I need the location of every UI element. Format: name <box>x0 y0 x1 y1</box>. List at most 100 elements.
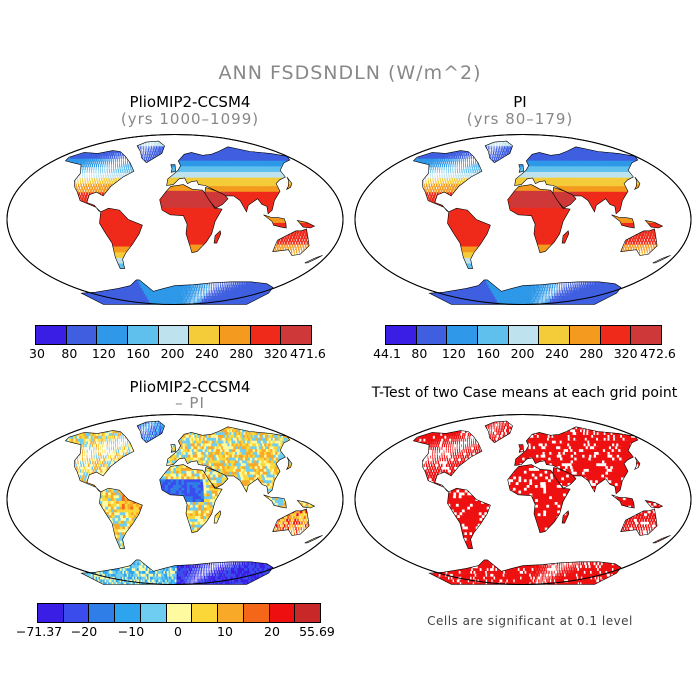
colorbar-tick-label: 20 <box>264 624 280 639</box>
colorbar-swatch <box>600 326 632 344</box>
coastline-arabia <box>552 186 577 209</box>
significance-note: Cells are significant at 0.1 level <box>427 614 633 628</box>
colorbar-tick-label: 320 <box>613 346 638 361</box>
coastline-greenland <box>484 140 513 164</box>
coastline-madagascar <box>561 510 570 524</box>
colorbar-swatch <box>281 326 312 344</box>
coastline-africa <box>507 184 571 253</box>
colorbar-plio <box>35 325 312 345</box>
colorbar-tick-label: 471.6 <box>290 346 326 361</box>
colorbar-swatch <box>386 326 417 344</box>
coastline-japan <box>634 176 641 190</box>
colorbar-swatch <box>295 604 321 622</box>
colorbar-diff <box>37 603 321 623</box>
coastline-newZealand <box>652 255 671 264</box>
coastline-newGuinea <box>644 499 664 509</box>
panel-subtitle-diff: – PI <box>175 394 205 412</box>
coastline-britain <box>518 164 525 173</box>
colorbar-swatch <box>140 604 167 622</box>
map-ocean <box>354 134 692 305</box>
colorbar-tick-label: 280 <box>229 346 254 361</box>
colorbar-swatch <box>570 326 601 344</box>
coastline-northAmerica <box>64 150 135 213</box>
colorbar-swatch <box>158 326 190 344</box>
colorbar-tick-label: 30 <box>29 346 45 361</box>
colorbar-swatch <box>66 326 98 344</box>
coastline-japan <box>286 456 293 470</box>
coastline-australia <box>620 508 658 536</box>
colorbar-swatch <box>416 326 448 344</box>
colorbar-tick-label: 200 <box>160 346 185 361</box>
colorbar-swatch <box>218 604 244 622</box>
coastline-eurasia <box>514 146 639 215</box>
colorbar-swatch <box>250 326 282 344</box>
coastline-britain <box>170 164 177 173</box>
colorbar-tick-label: 44.1 <box>373 346 401 361</box>
colorbar-swatch <box>38 604 64 622</box>
coastline-newZealand <box>304 255 323 264</box>
coastline-eurasia <box>514 426 639 495</box>
map-difference <box>6 414 344 585</box>
coastline-arabia <box>204 466 229 489</box>
colorbar-tick-label: −71.37 <box>15 624 63 639</box>
coastline-africa <box>159 184 223 253</box>
coastline-australia <box>272 508 310 536</box>
coastline-madagascar <box>213 230 222 244</box>
coastline-greenland <box>136 140 165 164</box>
panel-subtitle-pi-years: (yrs 80–179) <box>466 110 574 128</box>
coastline-southAmerica <box>447 207 491 269</box>
map-ocean <box>354 414 692 585</box>
colorbar-swatch <box>478 326 509 344</box>
colorbar-tick-label: 10 <box>217 624 233 639</box>
colorbar-tick-label: 120 <box>91 346 116 361</box>
coastline-africa <box>507 464 571 533</box>
coastline-indonesia <box>263 494 287 509</box>
coastline-indonesia <box>263 214 287 229</box>
coastline-britain <box>518 444 525 453</box>
colorbar-swatch <box>115 604 141 622</box>
coastline-arabia <box>552 466 577 489</box>
colorbar-tick-label: 120 <box>441 346 466 361</box>
colorbar-swatch <box>36 326 67 344</box>
panel-title-pi: PI <box>513 93 527 111</box>
colorbar-swatch <box>128 326 159 344</box>
coastline-newGuinea <box>296 499 316 509</box>
coastline-australia <box>620 228 658 256</box>
colorbar-tick-label: 280 <box>579 346 604 361</box>
colorbar-swatch <box>269 604 296 622</box>
panel-subtitle-plio-years: (yrs 1000–1099) <box>120 110 260 128</box>
coastline-antarctica <box>80 559 274 585</box>
colorbar-swatch <box>539 326 571 344</box>
map-ocean <box>6 134 344 305</box>
colorbar-tick-label: 0 <box>174 624 182 639</box>
coastline-southAmerica <box>99 207 143 269</box>
panel-title-diff: PlioMIP2-CCSM4 <box>129 378 251 396</box>
coastline-northAmerica <box>412 430 483 493</box>
coastline-antarctica <box>80 279 274 305</box>
coastline-newGuinea <box>644 219 664 229</box>
coastline-arabia <box>204 186 229 209</box>
coastline-newZealand <box>304 535 323 544</box>
coastline-australia <box>272 228 310 256</box>
coastline-northAmerica <box>412 150 483 213</box>
coastline-antarctica <box>428 279 622 305</box>
coastline-britain <box>170 444 177 453</box>
map-pi-fsdsndln <box>354 134 692 305</box>
coastline-greenland <box>484 420 513 444</box>
colorbar-swatch <box>243 604 270 622</box>
colorbar-swatch <box>89 604 116 622</box>
coastline-eurasia <box>166 426 291 495</box>
colorbar-tick-label: −10 <box>117 624 145 639</box>
panel-title-ttest: T-Test of two Case means at each grid po… <box>371 385 678 401</box>
colorbar-swatch <box>447 326 479 344</box>
coastline-japan <box>634 456 641 470</box>
colorbar-tick-label: 55.69 <box>299 624 335 639</box>
colorbar-tick-label: 200 <box>510 346 535 361</box>
colorbar-tick-label: 240 <box>544 346 569 361</box>
coastline-antarctica <box>428 559 622 585</box>
colorbar-swatch <box>97 326 129 344</box>
colorbar-tick-label: −20 <box>70 624 98 639</box>
colorbar-swatch <box>508 326 540 344</box>
coastline-newZealand <box>652 535 671 544</box>
colorbar-tick-label: 160 <box>476 346 501 361</box>
